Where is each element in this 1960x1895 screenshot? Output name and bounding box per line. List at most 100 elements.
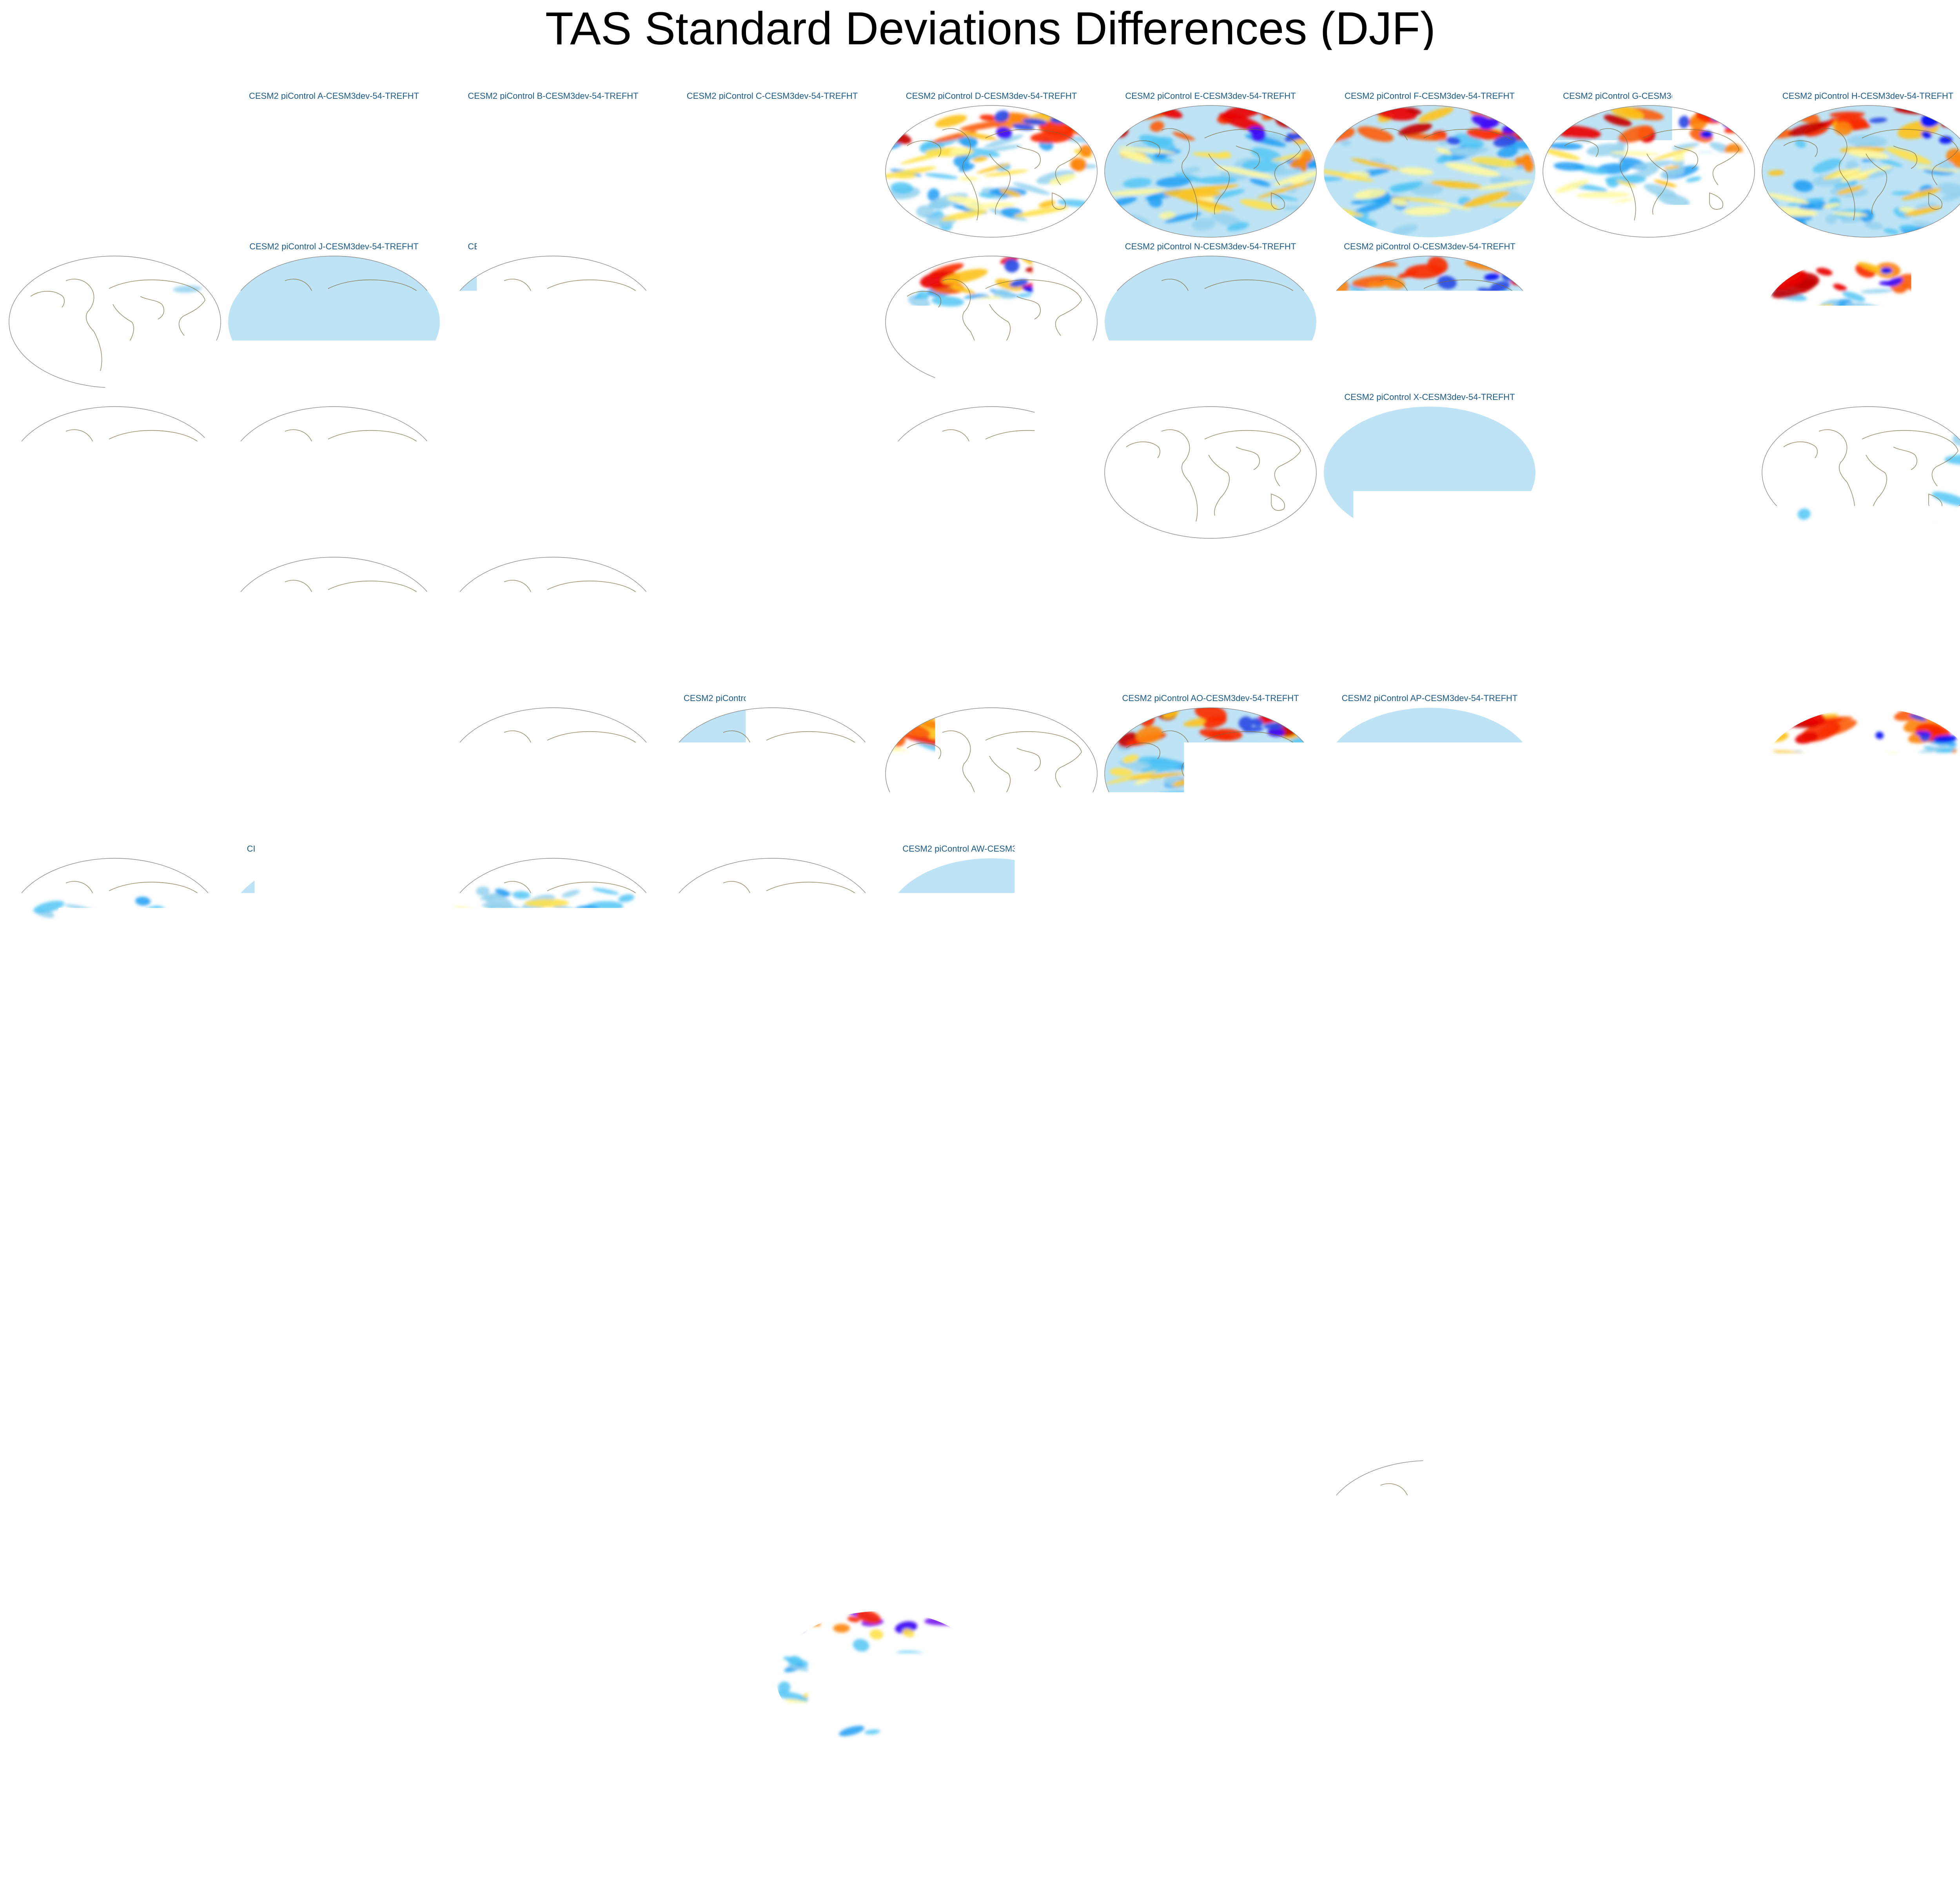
map-panel: CESM2 piControl T-CESM3dev-54-TREFHT	[444, 391, 662, 542]
map-panel: CESM2 piControl F-CESM3dev-54-TREFHT	[1320, 90, 1539, 241]
map-panel: CESM2 piControl BA-CESM3dev-54-TREFHT	[1759, 843, 1960, 994]
map-panel: OBS K-CESM3dev-54-TREFHT	[1759, 1445, 1960, 1596]
panel-title: CESM2 piControl G-CESM3dev-54-TREFHT	[1539, 90, 1758, 102]
panel-title: CESM2 piControl BY-CESM3dev-54-TREFHT	[1101, 1295, 1320, 1306]
map-panel: CESM2 piControl BI-CESM3dev-54-TREFHT	[1539, 994, 1758, 1144]
map-image	[445, 103, 661, 238]
panel-title: CESM2 piControl AQ-CESM3dev-54-TREFHT	[1539, 692, 1758, 704]
map-panel: CESM2 piControl AN-CESM3dev-54-TREFHT	[882, 692, 1101, 843]
map-image	[226, 554, 442, 690]
map-image	[664, 253, 880, 389]
panel-title: CESM2 piControl BR-CESM3dev-54-TREFHT	[1539, 1144, 1758, 1156]
map-image	[1760, 705, 1960, 841]
map-image	[884, 1458, 1099, 1593]
map-panel: CESM2 piControl BR-CESM3dev-54-TREFHT	[1539, 1144, 1758, 1295]
panel-title: CESM2 piControl H-CESM3dev-54-TREFHT	[1759, 90, 1960, 102]
map-image	[664, 705, 880, 841]
panel-title: CESM2 piControl BZ-CESM3dev-54-TREFHT	[1320, 1295, 1539, 1306]
panel-title: CESM2 piControl AD-CESM3dev-54-TREFHT	[663, 542, 882, 554]
panel-title: CESM2 piControl AI-CESM3dev-54-TREFHT	[1759, 542, 1960, 554]
map-panel: CESM2 piControl BG-CESM3dev-54-TREFHT	[1101, 994, 1320, 1144]
map-panel: CESM2 piControl AV-CESM3dev-54-TREFHT	[663, 843, 882, 994]
map-panel: CESM2 piControl M-CESM3dev-54-TREFHT	[882, 241, 1101, 391]
map-image	[1541, 1157, 1757, 1292]
map-panel: CESM2 piControl E-CESM3dev-54-TREFHT	[1101, 90, 1320, 241]
map-panel: OBS D-CESM3dev-54-TREFHT	[225, 1445, 443, 1596]
panel-title: CESM2 piControl AL-CESM3dev-54-TREFHT	[444, 692, 662, 704]
panel-title: CESM2 piControl BV-CESM3dev-54-TREFHT	[444, 1295, 662, 1306]
map-panel: CESM2 piControl BB-CESM3dev-54-TREFHT	[5, 994, 224, 1144]
map-panel: CESM2 piControl BK-CESM3dev-54-TREFHT	[5, 1144, 224, 1295]
map-image	[1322, 1307, 1537, 1443]
map-panel: OBS M-CESM3dev-54-TREFHT	[991, 1596, 1210, 1746]
map-image	[884, 554, 1099, 690]
panel-title: CESM2 piControl BM-CESM3dev-54-TREFHT	[444, 1144, 662, 1156]
panel-title: OBS C-CESM3dev-54-TREFHT	[5, 1445, 224, 1457]
map-image	[1760, 253, 1960, 389]
map-image	[445, 856, 661, 991]
map-image	[664, 404, 880, 540]
map-panel: CESM2 piControl I-CESM3dev-54-TREFHT	[5, 241, 224, 391]
panel-title: CESM2 piControl AK-CESM3dev-54-TREFHT	[225, 692, 443, 704]
map-panel: CESM2 piControl Q-CESM3dev-54-TREFHT	[1759, 241, 1960, 391]
panel-title: OBS G-CESM3dev-54-TREFHT	[882, 1445, 1101, 1457]
panel-title: OBS M-CESM3dev-54-TREFHT	[991, 1596, 1210, 1608]
map-panel: CESM2 piControl V-CESM3dev-54-TREFHT	[882, 391, 1101, 542]
map-panel: CESM2 piControl H-CESM3dev-54-TREFHT	[1759, 90, 1960, 241]
map-image	[1322, 253, 1537, 389]
map-panel: CESM2 piControl Y-CESM3dev-54-TREFHT	[1539, 391, 1758, 542]
map-image	[445, 1157, 661, 1292]
map-image	[1103, 1307, 1318, 1443]
panel-title: CESM2 piControl BD-CESM3dev-54-TREFHT	[444, 994, 662, 1005]
map-image	[1760, 554, 1960, 690]
map-image	[1103, 253, 1318, 389]
map-panel: CESM2 piControl AH-CESM3dev-54-TREFHT	[1539, 542, 1758, 692]
map-image	[884, 253, 1099, 389]
panel-title: CESM2 piControl X-CESM3dev-54-TREFHT	[1320, 391, 1539, 403]
map-panel: CESM2 piControl B-CESM3dev-54-TREFHT	[444, 90, 662, 241]
panel-title: CESM2 piControl BE-CESM3dev-54-TREFHT	[663, 994, 882, 1005]
map-panel: CESM2 piControl AF-CESM3dev-54-TREFHT	[1101, 542, 1320, 692]
panel-title: CESM2 piControl T-CESM3dev-54-TREFHT	[444, 391, 662, 403]
map-image	[445, 1307, 661, 1443]
map-panel: OBS L-CESM3dev-54-TREFHT	[772, 1596, 991, 1746]
panel-title: CESM2 piControl AH-CESM3dev-54-TREFHT	[1539, 542, 1758, 554]
map-panel-grid: CESM2 piControl A-CESM3dev-54-TREFHT CESM…	[0, 0, 1960, 1895]
map-image	[1322, 1006, 1537, 1142]
map-image	[884, 705, 1099, 841]
map-panel: CESM2 piControl AT-CESM3dev-54-TREFHT	[225, 843, 443, 994]
panel-title: CESM2 piControl BP-CESM3dev-54-TREFHT	[1101, 1144, 1320, 1156]
panel-title: OBS E-CESM3dev-54-TREFHT	[444, 1445, 662, 1457]
map-image	[1103, 1157, 1318, 1292]
map-image	[7, 1006, 223, 1142]
panel-title: CESM2 piControl AG-CESM3dev-54-TREFHT	[1320, 542, 1539, 554]
panel-title: CESM2 piControl BT-CESM3dev-54-TREFHT	[5, 1295, 224, 1306]
map-image	[774, 1608, 989, 1744]
panel-title: CESM2 piControl BQ-CESM3dev-54-TREFHT	[1320, 1144, 1539, 1156]
map-image	[884, 1307, 1099, 1443]
panel-title: CESM2 piControl AB-CESM3dev-54-TREFHT	[225, 542, 443, 554]
map-panel: CESM2 piControl BW-CESM3dev-54-TREFHT	[663, 1295, 882, 1445]
panel-title: CESM2 piControl AJ-CESM3dev-54-TREFHT	[5, 692, 224, 704]
map-image	[7, 856, 223, 991]
map-image	[7, 404, 223, 540]
map-image	[1322, 705, 1537, 841]
map-panel: CESM2 piControl P-CESM3dev-54-TREFHT	[1539, 241, 1758, 391]
panel-title: CESM2 piControl AE-CESM3dev-54-TREFHT	[882, 542, 1101, 554]
map-image	[1760, 1458, 1960, 1593]
map-panel: CESM2 piControl K-CESM3dev-54-TREFHT	[444, 241, 662, 391]
map-panel: CESM2 piControl BO-CESM3dev-54-TREFHT	[882, 1144, 1101, 1295]
panel-title: CESM2 piControl D-CESM3dev-54-TREFHT	[882, 90, 1101, 102]
panel-title: CESM2 piControl AY-CESM3dev-54-TREFHT	[1320, 843, 1539, 855]
map-image	[1322, 404, 1537, 540]
panel-title: CESM2 piControl BC-CESM3dev-54-TREFHT	[225, 994, 443, 1005]
map-panel: CESM2 piControl N-CESM3dev-54-TREFHT	[1101, 241, 1320, 391]
map-image	[884, 856, 1099, 991]
map-image	[445, 705, 661, 841]
map-image	[1322, 1157, 1537, 1292]
map-image	[7, 1307, 223, 1443]
map-panel: CESM2 piControl BN-CESM3dev-54-TREFHT	[663, 1144, 882, 1295]
panel-title: OBS F-CESM3dev-54-TREFHT	[663, 1445, 882, 1457]
map-image	[1760, 1157, 1960, 1292]
panel-title: OBS B-CESM3dev-54-TREFHT	[1759, 1295, 1960, 1306]
